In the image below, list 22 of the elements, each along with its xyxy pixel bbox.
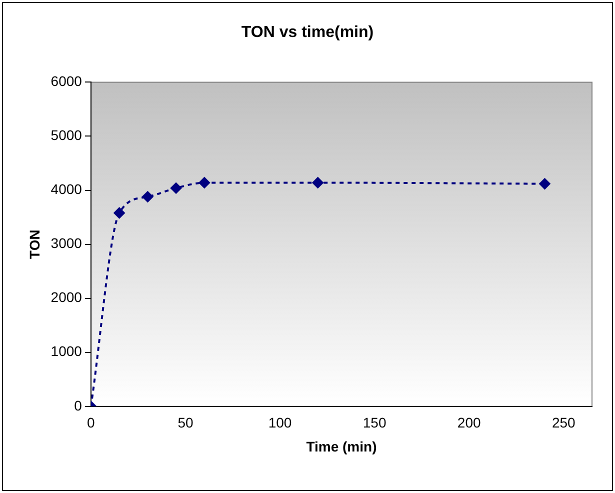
y-tick-label: 3000 (50, 235, 82, 252)
y-tick-label: 6000 (50, 73, 82, 90)
x-axis-title: Time (min) (306, 438, 377, 454)
x-tick-label: 100 (268, 414, 292, 431)
point (312, 177, 324, 188)
y-tick-label: 1000 (50, 343, 82, 360)
x-tick-label: 150 (362, 414, 386, 431)
point (198, 177, 210, 188)
point (114, 207, 125, 218)
point (142, 191, 154, 202)
y-axis-title: TON (26, 230, 42, 259)
x-tick-label: 250 (552, 414, 576, 431)
point (539, 178, 550, 190)
y-tick-label: 2000 (50, 289, 82, 306)
y-tick-label: 0 (74, 397, 82, 414)
y-tick-label: 5000 (50, 127, 82, 144)
point (170, 182, 182, 194)
chart-title: TON vs time(min) (241, 24, 374, 42)
x-tick-label: 200 (457, 414, 481, 431)
y-tick-label: 4000 (50, 181, 82, 198)
x-tick-label: 50 (178, 414, 194, 431)
x-tick-label: 0 (87, 414, 96, 431)
